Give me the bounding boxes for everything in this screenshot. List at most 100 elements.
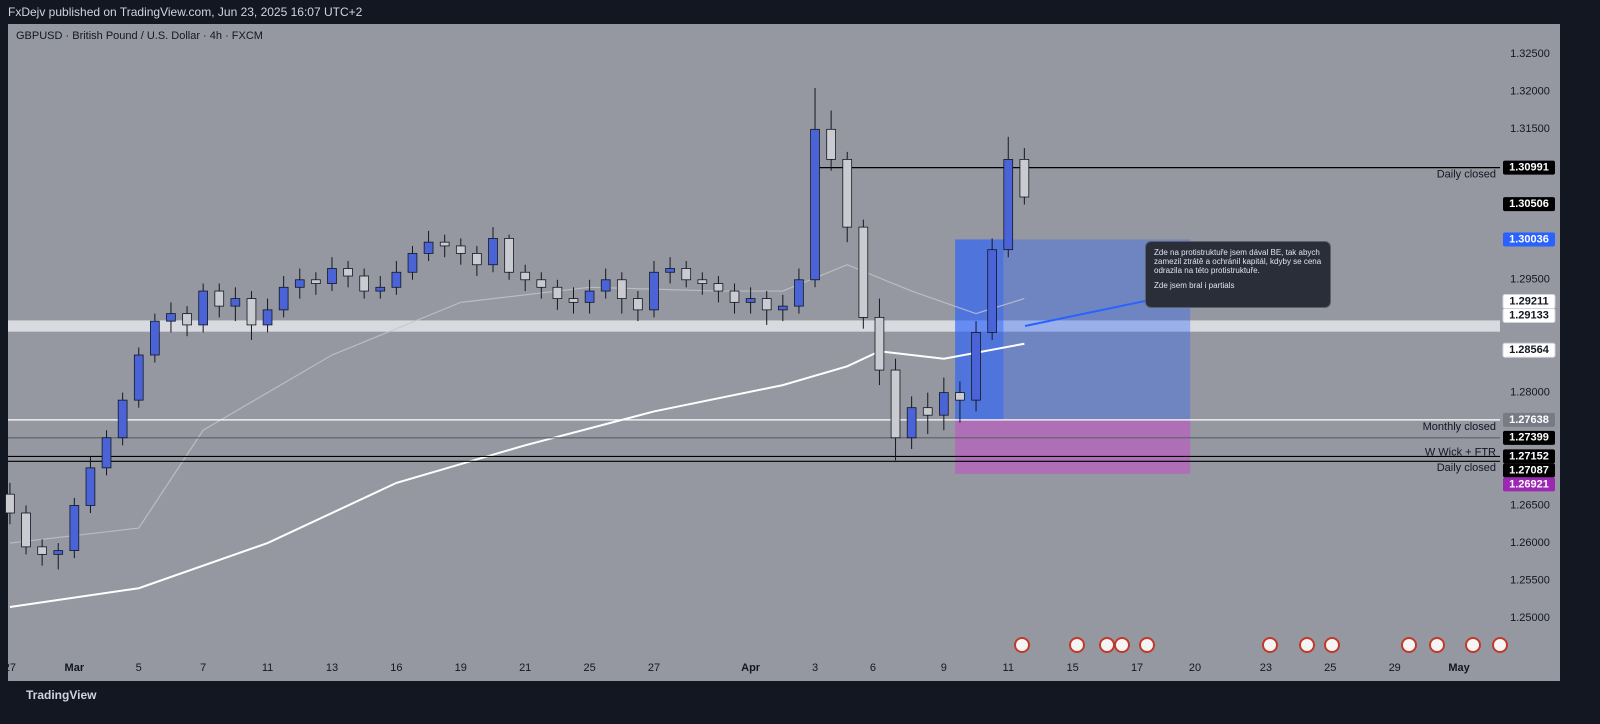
candle-body [391,271,402,288]
x-tick-label: 6 [870,662,876,674]
candle-body [939,392,949,416]
x-tick-label: 11 [1003,662,1014,674]
x-tick-label: 19 [455,662,467,674]
x-tick-label: 17 [1131,662,1143,674]
candle-body [359,275,370,292]
event-icon [1299,637,1315,653]
event-icon [1429,637,1445,653]
price-label: 1.30506 [1509,198,1549,210]
candle-body [681,268,692,281]
event-icon [1114,637,1130,653]
candle-body [520,271,531,281]
candle-body [85,467,96,506]
event-icon [1262,637,1278,653]
candle-body [455,245,466,254]
price-label-box [1503,463,1555,478]
candle-body [874,316,885,371]
price-label-box [1503,232,1555,247]
candle-body [777,305,788,311]
candle-body [858,226,869,318]
candle-body [488,238,498,266]
x-tick-label: 11 [262,662,273,674]
price-label: 1.30036 [1509,233,1549,245]
event-icon [1465,637,1481,653]
candle-body [133,354,144,401]
price-label-box [1502,308,1556,324]
candle-body [665,268,675,273]
y-tick-label: 1.32000 [1510,86,1550,98]
x-tick-label: 20 [1189,662,1201,674]
price-label: 1.26921 [1509,478,1549,490]
x-tick-label: Apr [741,662,761,674]
y-tick-label: 1.29500 [1510,274,1550,286]
price-label: 1.30991 [1509,162,1549,174]
x-tick-label: 7 [200,662,206,674]
candle-body [214,290,225,307]
candle-body [294,279,305,288]
candle-body [5,493,15,514]
x-tick-label: 15 [1067,662,1079,674]
candle-body [649,271,659,311]
moving-average [9,342,1025,609]
candle-body [810,128,820,281]
level-label: Daily closed [1437,169,1496,181]
candle-body [101,437,112,469]
price-label-box [1503,430,1555,445]
symbol-title: GBPUSD · British Pound / U.S. Dollar · 4… [16,30,263,42]
x-tick-label: 21 [519,662,531,674]
candle-body [971,332,981,401]
stop-zone [955,419,1191,474]
price-label: 1.29211 [1509,295,1548,307]
price-label-box [1503,197,1555,212]
candle-body [906,407,917,439]
callout-pointer [1024,299,1151,327]
candle-body [278,286,289,311]
level-label: W Wick + FTR [1425,446,1496,458]
brand: TradingView [0,682,1600,724]
candle-body [262,309,273,326]
candle-body [568,298,579,303]
candle-body [230,298,241,307]
callout-text: Zde jsem bral i partials [1154,281,1235,290]
candle-body [745,298,756,303]
x-tick-label: 29 [1389,662,1401,674]
candle-body [955,392,965,401]
price-label: 1.27638 [1509,414,1549,426]
candle-body [616,279,627,299]
y-tick-label: 1.25000 [1510,612,1550,624]
candle-body [198,290,208,326]
x-tick-label: 23 [1260,662,1272,674]
candle-body [987,249,997,333]
zone-band [8,320,1500,332]
price-label: 1.28564 [1509,344,1550,356]
candle-body [117,399,128,439]
candle-body [890,369,901,439]
candle-body [311,279,321,284]
event-icon [1014,637,1030,653]
candle-body [842,159,853,228]
price-label-box [1503,160,1555,175]
candle-body [713,283,724,292]
x-tick-label: 25 [1324,662,1336,674]
level-label: Daily closed [1437,462,1496,474]
price-label: 1.29133 [1509,309,1549,321]
candle-body [794,279,804,307]
price-label-box [1503,477,1555,492]
candle-body [343,268,353,277]
x-tick-label: 5 [136,662,142,674]
price-label-box [1503,412,1555,427]
y-tick-label: 1.31500 [1510,123,1550,135]
x-tick-label: Mar [65,662,85,674]
chart-background [8,24,1560,681]
x-tick-label: 13 [326,662,338,674]
candle-body [327,268,337,284]
price-label: 1.27399 [1509,432,1549,444]
candle-body [600,279,611,292]
candle-body [407,253,418,273]
candle-body [552,286,563,299]
candle-body [375,286,386,292]
candle-body [472,253,482,266]
candle-body [1003,159,1014,251]
